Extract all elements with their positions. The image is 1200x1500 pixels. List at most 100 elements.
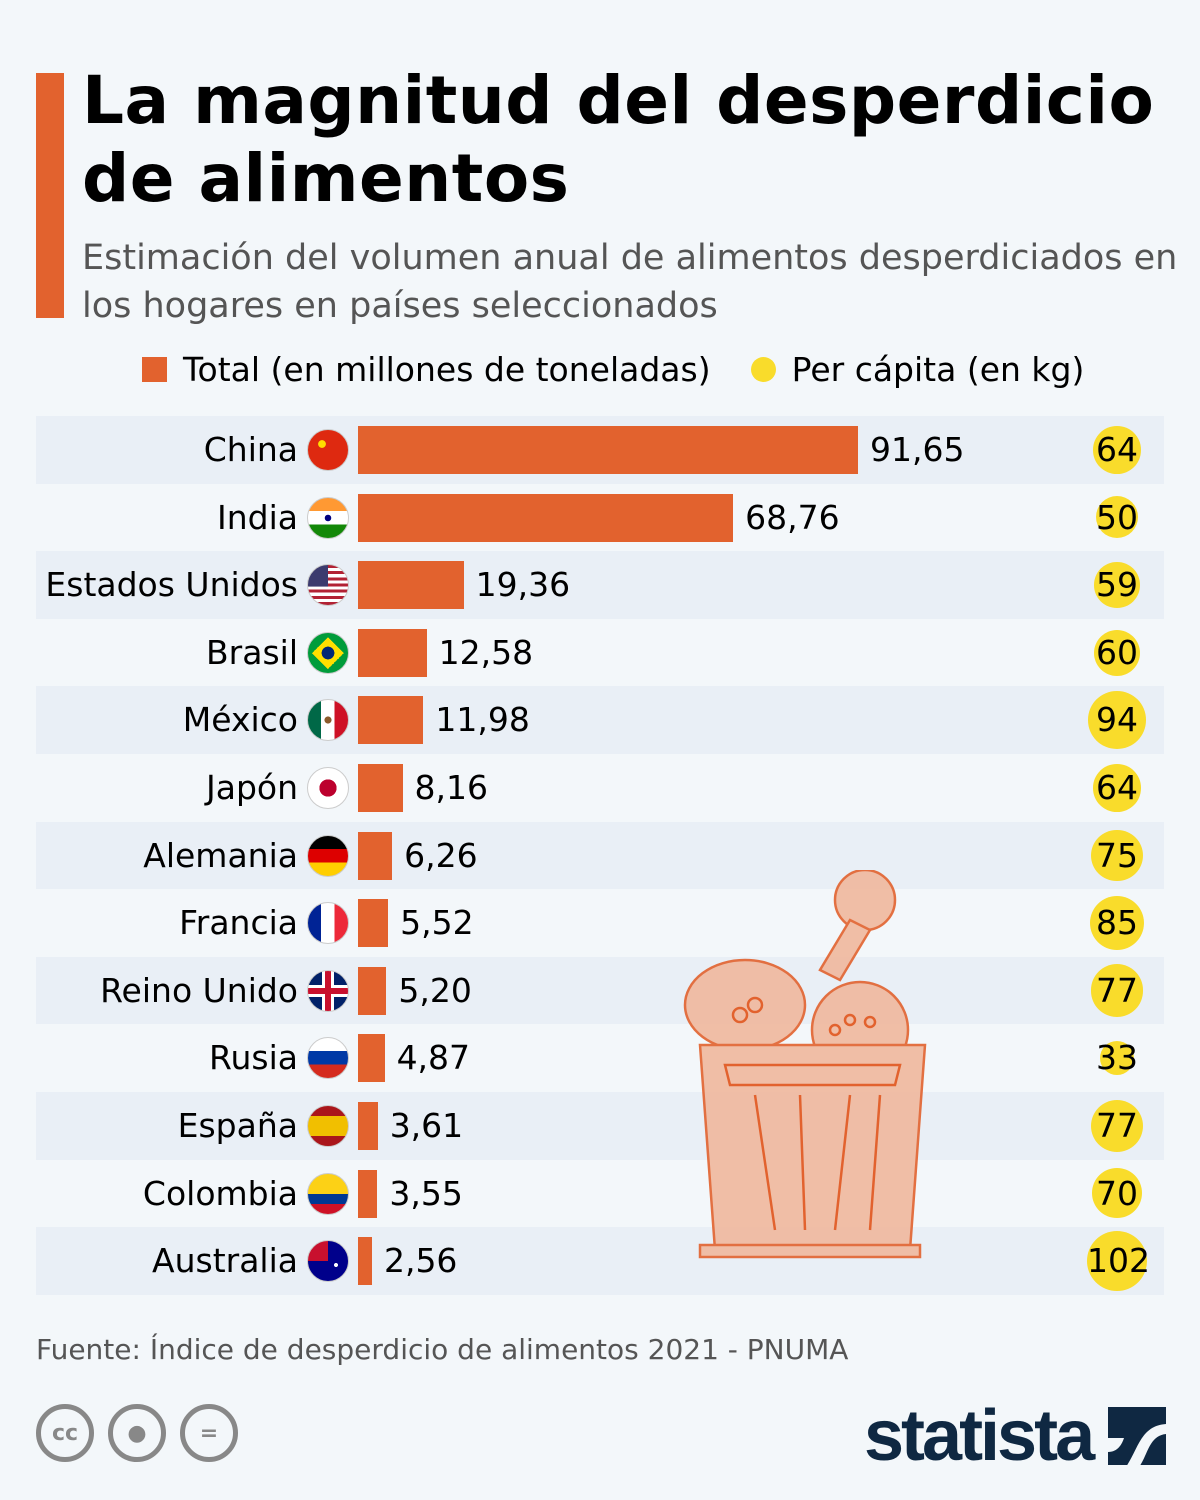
per-capita-bubble [1090,964,1144,1017]
per-capita-value: 50 [1096,497,1138,537]
chart-row: Alemania 6,26 75 [36,821,1164,890]
per-capita-bubble [1094,562,1140,608]
spain-flag-icon [307,1104,349,1147]
france-flag-icon [307,902,349,945]
bar-total [358,831,393,880]
country-label: España [177,1105,298,1145]
per-capita-bubble [1088,691,1146,749]
bar-value-label: 11,98 [435,700,530,740]
source-note: Fuente: Índice de desperdicio de aliment… [36,1333,849,1366]
japan-flag-icon [307,766,349,809]
bar-total [358,628,427,677]
russia-flag-icon [307,1037,349,1080]
china-flag-icon [307,429,349,471]
per-capita-value: 64 [1096,767,1138,807]
per-capita-bubble [1099,1041,1135,1076]
chart-row: Estados Unidos 19,36 59 [36,551,1164,619]
brazil-flag-icon [307,631,349,674]
bar-total [358,1237,372,1286]
bar-total [358,493,734,542]
per-capita-bubble [1091,829,1143,882]
country-label: Alemania [143,835,298,875]
country-label: Japón [205,767,298,807]
chart-row: India 68,76 50 [36,484,1164,552]
per-capita-value: 75 [1096,835,1138,875]
chart-rows: China 91,65 64 India 68,76 50 Estados Unid… [36,416,1164,1295]
per-capita-bubble [1095,496,1138,539]
bar-value-label: 6,26 [404,835,478,875]
legend-swatch-total [142,357,167,382]
per-capita-bubble [1093,764,1141,812]
country-label: Brasil [206,632,298,672]
per-capita-value: 85 [1096,903,1138,943]
per-capita-value: 70 [1096,1173,1138,1213]
per-capita-value: 77 [1096,970,1138,1010]
per-capita-bubble [1090,1099,1144,1152]
cc-icon: cc [36,1404,94,1462]
usa-flag-icon [307,564,349,607]
bar-value-label: 8,16 [414,767,488,807]
india-flag-icon [307,496,349,539]
bar-total [358,899,389,948]
per-capita-value: 64 [1096,430,1138,469]
bar-value-label: 3,61 [389,1105,464,1145]
per-capita-value: 33 [1096,1038,1138,1078]
uk-flag-icon [307,969,349,1012]
bar-value-label: 5,20 [398,970,472,1010]
chart-row: China 91,65 64 [36,416,1164,484]
bar-value-label: 4,87 [396,1038,471,1078]
australia-flag-icon [307,1240,349,1283]
country-label: Rusia [209,1038,298,1078]
country-label: Australia [152,1241,298,1281]
per-capita-bubble [1093,629,1140,676]
attribution-icon: ● [108,1404,166,1462]
chart-subtitle: Estimación del volumen anual de alimento… [82,238,1178,326]
chart-row: Rusia 4,87 33 [36,1024,1164,1092]
country-label: Colombia [142,1173,298,1213]
bar-total [358,1034,385,1083]
bar-value-label: 5,52 [400,903,474,943]
chart-title: La magnitud del desperdicio de alimentos [82,62,1155,217]
country-label: China [203,430,298,469]
title-accent-bar [36,73,64,318]
per-capita-value: 60 [1096,632,1138,672]
bar-total [358,966,387,1015]
country-label: India [217,497,298,537]
bar-value-label: 3,55 [389,1173,463,1213]
country-label: Estados Unidos [45,565,298,605]
chart-row: España 3,61 77 [36,1091,1164,1160]
chart-row: Colombia 3,55 70 [36,1160,1164,1228]
bar-total [358,1169,378,1218]
chart-row: Japón 8,16 64 [36,754,1164,822]
colombia-flag-icon [307,1172,349,1215]
bar-value-label: 2,56 [383,1241,458,1281]
statista-logo-mark [1108,1407,1167,1465]
bar-value-label: 19,36 [475,565,571,605]
per-capita-bubble [1093,426,1141,474]
statista-wordmark: statista [864,1396,1095,1476]
chart-row: México 11,98 94 [36,686,1164,754]
per-capita-value: 94 [1096,700,1138,740]
statista-logo: statista [864,1395,1167,1477]
bar-value-label: 12,58 [438,632,534,672]
bar-total [358,763,403,812]
per-capita-bubble [1087,1230,1147,1291]
food-waste-bin-illustration [683,870,927,1259]
bar-value-label: 68,76 [745,497,840,537]
per-capita-bubble [1092,1168,1142,1219]
country-label: Francia [179,903,298,943]
country-label: Reino Unido [100,970,298,1010]
license-icons: cc ● = [36,1404,238,1462]
germany-flag-icon [307,834,349,877]
mexico-flag-icon [307,699,349,742]
chart-row: Reino Unido 5,20 77 [36,956,1164,1025]
legend: Total (en millones de toneladas) Per cáp… [142,350,1084,389]
chart-row: Australia 2,56 102 [36,1227,1164,1295]
legend-label-per-capita: Per cápita (en kg) [791,350,1085,389]
bar-total [358,561,464,610]
per-capita-value: 77 [1096,1105,1138,1145]
bar-total [358,696,424,745]
chart-row: Francia 5,52 85 [36,889,1164,957]
per-capita-value: 102 [1087,1241,1150,1281]
chart-row: Brasil 12,58 60 [36,619,1164,687]
